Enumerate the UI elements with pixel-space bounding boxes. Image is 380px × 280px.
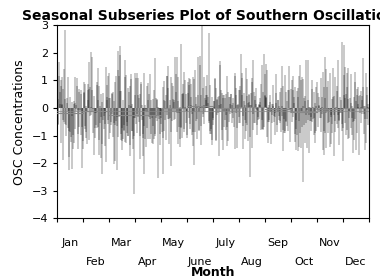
Text: Mar: Mar — [111, 238, 133, 248]
Y-axis label: OSC Concentrations: OSC Concentrations — [13, 59, 26, 185]
Text: Feb: Feb — [86, 257, 106, 267]
Text: Sep: Sep — [267, 238, 288, 248]
Text: Dec: Dec — [345, 257, 366, 267]
Text: July: July — [216, 238, 236, 248]
Text: Jan: Jan — [61, 238, 79, 248]
Text: Nov: Nov — [319, 238, 340, 248]
X-axis label: Month: Month — [190, 266, 235, 279]
Text: Apr: Apr — [138, 257, 157, 267]
Text: May: May — [162, 238, 185, 248]
Text: Oct: Oct — [294, 257, 313, 267]
Title: Seasonal Subseries Plot of Southern Oscillations: Seasonal Subseries Plot of Southern Osci… — [22, 9, 380, 23]
Text: Aug: Aug — [241, 257, 263, 267]
Text: June: June — [188, 257, 212, 267]
